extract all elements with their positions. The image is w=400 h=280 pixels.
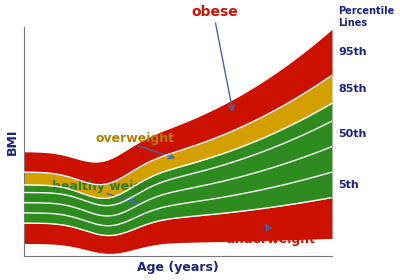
Text: underweight: underweight (226, 233, 315, 246)
Text: 5th: 5th (338, 180, 359, 190)
Text: 50th: 50th (338, 129, 366, 139)
Text: overweight: overweight (96, 132, 174, 145)
Text: healthy weight: healthy weight (52, 180, 157, 193)
Y-axis label: BMI: BMI (6, 128, 18, 155)
Text: obese: obese (192, 5, 238, 19)
X-axis label: Age (years): Age (years) (137, 262, 219, 274)
Text: 85th: 85th (338, 84, 367, 94)
Text: Percentile
Lines: Percentile Lines (338, 6, 394, 28)
Text: 95th: 95th (338, 47, 367, 57)
